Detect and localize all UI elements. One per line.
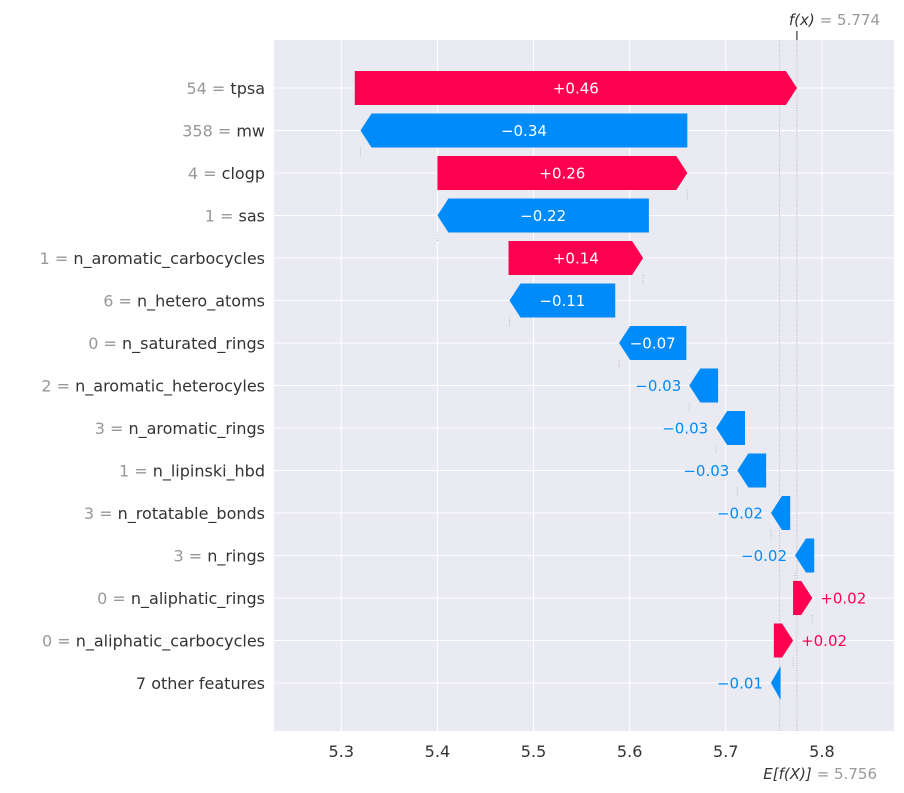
- feature-value: 0 =: [97, 589, 131, 608]
- feature-name: n_aromatic_heterocyles: [75, 377, 265, 397]
- bar-value-label: −0.03: [635, 377, 681, 395]
- feature-name: n_aliphatic_carbocycles: [76, 632, 265, 652]
- bar-value-label: +0.02: [820, 590, 866, 608]
- fx-annotation: f(x) = 5.774: [789, 11, 880, 29]
- bar-negative: [737, 453, 767, 488]
- bar-positive: [793, 581, 813, 615]
- x-tick-label: 5.8: [809, 742, 834, 761]
- bar-value-label: −0.03: [662, 420, 708, 438]
- bar-positive: [773, 623, 794, 658]
- value-markers: [779, 31, 798, 731]
- feature-value: 6 =: [103, 292, 137, 311]
- bar-negative: [770, 496, 791, 530]
- feature-label: 2 = n_aromatic_heterocyles: [41, 377, 265, 397]
- expected-value-annotation: E[f(X)] = 5.756: [763, 765, 877, 783]
- x-tick-label: 5.7: [713, 742, 738, 761]
- feature-value: 1 =: [119, 462, 153, 481]
- feature-name: tpsa: [230, 79, 265, 98]
- bar-value-label: +0.46: [553, 80, 599, 98]
- bar-positive: [508, 241, 644, 275]
- feature-name: mw: [236, 122, 265, 141]
- feature-value: 1 =: [205, 207, 239, 226]
- feature-name: 7 other features: [136, 674, 265, 693]
- feature-value: 2 =: [41, 377, 75, 396]
- feature-label: 4 = clogp: [188, 164, 265, 183]
- bar-value-label: −0.01: [717, 675, 763, 693]
- feature-name: clogp: [222, 164, 265, 183]
- bar-value-label: −0.03: [683, 462, 729, 480]
- feature-label: 7 other features: [136, 674, 265, 693]
- x-tick-label: 5.6: [617, 742, 642, 761]
- bar-value-label: −0.34: [501, 122, 547, 140]
- feature-value: 54 =: [186, 79, 230, 98]
- feature-name: n_rings: [207, 547, 265, 567]
- feature-label: 54 = tpsa: [186, 79, 265, 98]
- bar-value-label: −0.07: [630, 335, 676, 353]
- feature-name: n_hetero_atoms: [137, 292, 265, 312]
- bar-negative: [360, 113, 688, 148]
- feature-value: 0 =: [88, 334, 122, 353]
- x-tick-label: 5.4: [425, 742, 450, 761]
- feature-name: n_aliphatic_rings: [131, 589, 265, 609]
- feature-label: 1 = n_lipinski_hbd: [119, 462, 265, 482]
- feature-value: 3 =: [173, 547, 207, 566]
- feature-name: n_lipinski_hbd: [153, 462, 265, 482]
- feature-name: n_saturated_rings: [122, 334, 265, 354]
- feature-label: 3 = n_rings: [173, 547, 265, 567]
- bar-negative: [716, 411, 746, 445]
- x-axis-ticks: 5.3 5.4 5.5 5.6 5.7 5.8: [329, 742, 835, 761]
- bar-value-label: −0.22: [520, 207, 566, 225]
- feature-label: 0 = n_aliphatic_carbocycles: [42, 632, 265, 652]
- feature-label: 0 = n_saturated_rings: [88, 334, 265, 354]
- feature-label: 0 = n_aliphatic_rings: [97, 589, 265, 609]
- bar-value-label: −0.02: [717, 505, 763, 523]
- bar-positive: [437, 156, 688, 190]
- feature-value: 358 =: [182, 122, 236, 141]
- x-tick-label: 5.5: [521, 742, 546, 761]
- feature-value: 0 =: [42, 632, 76, 651]
- feature-name: sas: [239, 207, 265, 226]
- bar-value-label: −0.02: [741, 547, 787, 565]
- feature-label: 358 = mw: [182, 122, 265, 141]
- feature-name: n_aromatic_rings: [128, 419, 265, 439]
- bar-value-label: +0.14: [553, 250, 599, 268]
- feature-label: 1 = n_aromatic_carbocycles: [40, 249, 265, 269]
- feature-label: 6 = n_hetero_atoms: [103, 292, 265, 312]
- bar-negative: [437, 198, 649, 233]
- bar-negative: [509, 283, 616, 318]
- bar-negative: [770, 666, 781, 700]
- feature-label: 3 = n_rotatable_bonds: [84, 504, 265, 524]
- feature-name: n_rotatable_bonds: [118, 504, 265, 524]
- feature-value: 1 =: [40, 249, 74, 268]
- bar-positive: [354, 71, 797, 105]
- feature-label: 3 = n_aromatic_rings: [95, 419, 265, 439]
- feature-name: n_aromatic_carbocycles: [73, 249, 265, 269]
- bars: [354, 71, 815, 700]
- feature-value: 4 =: [188, 164, 222, 183]
- bar-value-label: +0.26: [539, 165, 585, 183]
- feature-label: 1 = sas: [205, 207, 265, 226]
- feature-value: 3 =: [95, 419, 129, 438]
- bar-negative: [619, 326, 687, 360]
- x-tick-label: 5.3: [329, 742, 354, 761]
- bar-negative: [794, 538, 815, 573]
- bar-negative: [689, 368, 719, 403]
- feature-value: 3 =: [84, 504, 118, 523]
- bar-value-label: +0.02: [801, 632, 847, 650]
- grid-lines: [274, 40, 894, 731]
- bar-value-label: −0.11: [539, 292, 585, 310]
- bar-labels: +0.46 −0.34 +0.26 −0.22 +0.14 −0.11 −0.07 −0.03…: [501, 80, 866, 693]
